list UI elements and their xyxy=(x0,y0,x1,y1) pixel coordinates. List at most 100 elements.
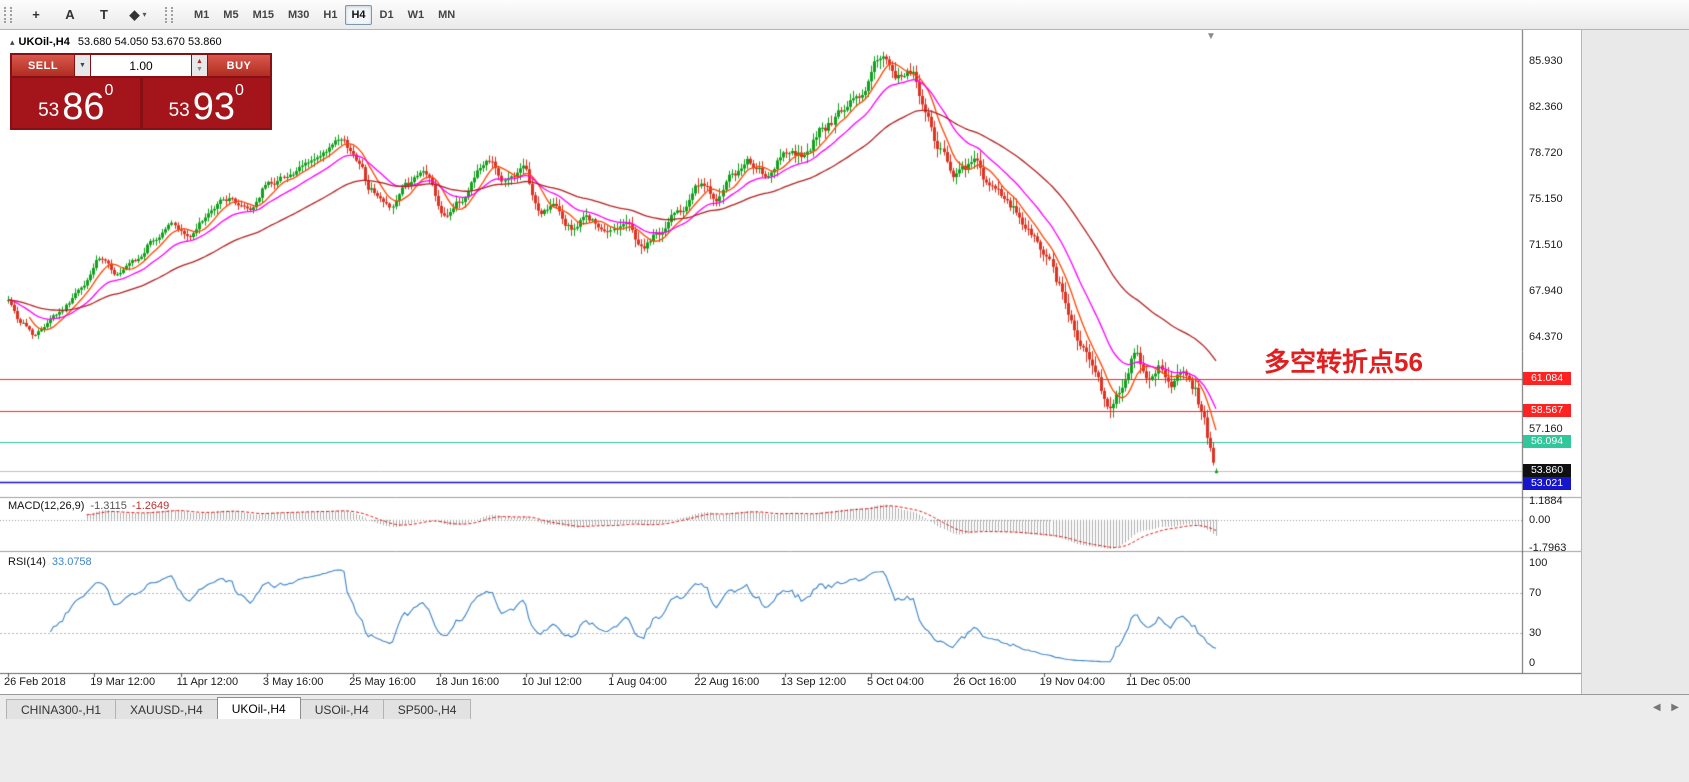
timeframe-toolbar: M1 M5 M15 M30 H1 H4 D1 W1 MN xyxy=(187,4,462,25)
tab-ukoil-h4[interactable]: UKOil-,H4 xyxy=(216,697,301,719)
macd-axis-label: 0.00 xyxy=(1529,513,1551,526)
time-axis-label: 26 Oct 16:00 xyxy=(953,676,1017,688)
sell-button[interactable]: SELL xyxy=(12,55,74,76)
chart-canvas[interactable] xyxy=(0,30,1581,694)
time-axis-label: 13 Sep 12:00 xyxy=(780,676,847,688)
text-label-icon: A xyxy=(65,7,75,22)
timeframe-m5[interactable]: M5 xyxy=(223,8,239,21)
spinner-down-icon[interactable]: ▼ xyxy=(196,65,203,73)
rsi-axis-label: 30 xyxy=(1529,627,1542,639)
tab-china300-h1[interactable]: CHINA300-,H1 xyxy=(6,699,117,719)
timeframe-h4[interactable]: H4 xyxy=(345,4,372,25)
time-axis-label: 26 Feb 2018 xyxy=(4,676,66,688)
rsi-value: 33.0758 xyxy=(51,556,92,568)
one-click-trading-panel: SELL ▼ ▲ ▼ BUY 53 86 0 53 93 0 xyxy=(10,53,272,130)
rsi-indicator-label: RSI(14) 33.0758 xyxy=(8,556,92,568)
shapes-icon: ◆ xyxy=(129,6,140,22)
timeframe-m30[interactable]: M30 xyxy=(287,8,310,21)
macd-main-value: -1.3115 xyxy=(90,500,127,512)
chart-ohlc-values: 53.680 54.050 53.670 53.860 xyxy=(77,36,222,48)
time-axis-label: 5 Oct 04:00 xyxy=(867,676,924,688)
chart-annotation-text: 多空转折点56 xyxy=(1264,347,1423,377)
price-axis-tick: 64.370 xyxy=(1529,330,1563,343)
price-axis-tick: 67.940 xyxy=(1529,285,1563,298)
chart-title: ▴ UKOil-,H4 53.680 54.050 53.670 53.860 xyxy=(10,36,222,48)
time-axis-label: 22 Aug 16:00 xyxy=(694,676,760,688)
volume-input[interactable] xyxy=(91,55,191,76)
price-axis-tick: 71.510 xyxy=(1529,239,1563,252)
rsi-axis-label: 70 xyxy=(1529,587,1542,599)
dropdown-arrow-icon[interactable]: ▾ xyxy=(142,10,147,19)
buy-price-point: 0 xyxy=(235,82,244,99)
buy-button[interactable]: BUY xyxy=(208,55,270,76)
price-axis-tick: 78.720 xyxy=(1529,147,1563,160)
price-line-label: 61.084 xyxy=(1523,371,1571,385)
rsi-name: RSI(14) xyxy=(8,556,46,568)
time-axis-label: 11 Apr 12:00 xyxy=(176,676,239,688)
toolbar-button-shapes-icon[interactable]: ◆ ▾ xyxy=(122,3,154,27)
chart-tab-strip: CHINA300-,H1 XAUUSD-,H4 UKOil-,H4 USOil-,H4… xyxy=(6,697,472,719)
timeframe-mn[interactable]: MN xyxy=(438,8,456,21)
toolbar-button-text-label-icon[interactable]: A xyxy=(54,3,86,27)
collapse-pane-icon[interactable]: ▴ xyxy=(10,37,15,47)
price-line-label: 56.094 xyxy=(1523,435,1571,449)
tab-usoil-h4[interactable]: USOil-,H4 xyxy=(299,699,384,719)
time-axis-label: 25 May 16:00 xyxy=(349,676,416,688)
price-axis-tick: 85.930 xyxy=(1529,55,1563,68)
price-axis-tick: 75.150 xyxy=(1529,192,1563,205)
toolbar-icons: + A T ◆ ▾ xyxy=(19,3,155,27)
buy-price-display[interactable]: 53 93 0 xyxy=(142,78,270,128)
price-line-label: 58.567 xyxy=(1523,403,1571,417)
macd-axis-label: -1.7963 xyxy=(1529,541,1567,554)
toolbar: + A T ◆ ▾ M1 M5 M15 M30 H1 H4 D1 W1 MN xyxy=(0,0,1689,30)
sell-price-whole: 53 xyxy=(38,100,60,121)
time-axis-label: 18 Jun 16:00 xyxy=(435,676,500,688)
buy-price-pips: 93 xyxy=(192,86,235,128)
time-axis-label: 11 Dec 05:00 xyxy=(1125,676,1191,688)
bottom-tab-region: CHINA300-,H1 XAUUSD-,H4 UKOil-,H4 USOil-,H4… xyxy=(0,694,1689,782)
tab-xauusd-h4[interactable]: XAUUSD-,H4 xyxy=(115,699,218,719)
chart-symbol-label: UKOil-,H4 xyxy=(18,36,70,48)
spinner-up-icon[interactable]: ▲ xyxy=(196,57,203,65)
macd-indicator-label: MACD(12,26,9) -1.3115 -1.2649 xyxy=(8,500,169,512)
sell-price-point: 0 xyxy=(104,82,114,99)
volume-dropdown-icon[interactable]: ▼ xyxy=(75,55,90,76)
toolbar-grip[interactable] xyxy=(4,6,12,23)
buy-price-whole: 53 xyxy=(168,100,190,121)
timeframe-m1[interactable]: M1 xyxy=(194,8,210,21)
price-line-label: 53.021 xyxy=(1523,476,1571,490)
tab-scroll-left-icon[interactable]: ◀ xyxy=(1652,702,1661,713)
tab-scroll-right-icon[interactable]: ▶ xyxy=(1671,702,1679,713)
toolbar-button-crosshair-icon[interactable]: + xyxy=(20,3,52,27)
timeframe-d1[interactable]: D1 xyxy=(379,8,394,21)
time-axis-label: 1 Aug 04:00 xyxy=(608,676,667,688)
volume-spinner[interactable]: ▲ ▼ xyxy=(192,55,207,76)
text-object-icon: T xyxy=(100,7,108,22)
rsi-axis-label: 100 xyxy=(1529,557,1548,569)
timeframe-m15[interactable]: M15 xyxy=(252,8,274,21)
sell-price-display[interactable]: 53 86 0 xyxy=(12,78,140,128)
macd-axis-label: 1.1884 xyxy=(1529,495,1563,508)
tab-sp500-h4[interactable]: SP500-,H4 xyxy=(382,699,472,719)
crosshair-icon: + xyxy=(32,7,40,22)
trade-panel-controls: SELL ▼ ▲ ▼ BUY xyxy=(12,55,270,76)
price-axis-tick: 82.360 xyxy=(1529,100,1563,113)
macd-name: MACD(12,26,9) xyxy=(8,500,85,512)
time-axis-label: 19 Mar 12:00 xyxy=(90,676,156,688)
price-line-label: 53.860 xyxy=(1523,463,1571,477)
toolbar-button-text-object-icon[interactable]: T xyxy=(88,3,120,27)
tab-scroll-buttons: ◀ ▶ xyxy=(1645,702,1679,713)
time-axis-label: 10 Jul 12:00 xyxy=(521,676,582,688)
price-axis-tick: 57.160 xyxy=(1529,422,1563,435)
time-axis-label: 19 Nov 04:00 xyxy=(1039,676,1106,688)
trade-panel-prices: 53 86 0 53 93 0 xyxy=(12,78,270,128)
time-axis-label: 3 May 16:00 xyxy=(262,676,324,688)
sell-price-pips: 86 xyxy=(62,86,105,128)
right-dock-area xyxy=(1581,30,1689,694)
chart-shift-marker-icon[interactable]: ▼ xyxy=(1206,31,1216,42)
toolbar-separator-grip xyxy=(165,6,173,23)
rsi-axis-label: 0 xyxy=(1529,657,1536,669)
timeframe-h1[interactable]: H1 xyxy=(323,8,338,21)
timeframe-w1[interactable]: W1 xyxy=(407,8,425,21)
